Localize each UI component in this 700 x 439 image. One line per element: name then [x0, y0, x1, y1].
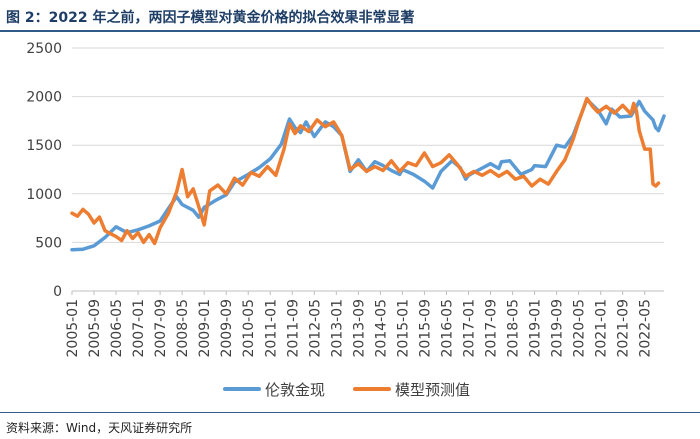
- x-tick-label: 2013-09: [351, 299, 367, 358]
- x-tick-label: 2011-09: [285, 299, 301, 358]
- x-tick-label: 2009-01: [197, 299, 213, 358]
- x-tick-label: 2007-09: [153, 299, 169, 358]
- y-tick-label: 2000: [26, 90, 62, 106]
- y-tick-label: 1000: [26, 187, 62, 203]
- y-tick-label: 500: [35, 235, 62, 251]
- x-tick-label: 2005-09: [87, 299, 103, 358]
- legend-label: 模型预测值: [395, 381, 470, 399]
- x-tick-label: 2007-01: [131, 299, 147, 358]
- gridlines: [72, 47, 664, 243]
- legend-item-2: 模型预测值: [353, 381, 470, 399]
- title-bar: 图 2：2022 年之前，两因子模型对黄金价格的拟合效果非常显著: [0, 0, 700, 32]
- x-tick-label: 2016-05: [439, 299, 455, 358]
- x-tick-label: 2005-01: [65, 299, 81, 358]
- x-tick-label: 2012-05: [307, 299, 323, 358]
- x-tick-label: 2015-01: [395, 299, 411, 358]
- x-tick-label: 2008-05: [175, 299, 191, 358]
- x-tick-label: 2022-05: [638, 299, 654, 358]
- gold-price-line-chart: 0 500 1000 1500 2000 2500 2005-01 2005-09 2006-0…: [26, 41, 666, 399]
- y-tick-label: 0: [53, 284, 62, 300]
- y-tick-label: 2500: [26, 41, 62, 57]
- y-tick-label: 1500: [26, 138, 62, 154]
- x-tick-label: 2018-05: [506, 299, 522, 358]
- x-tick-label: 2021-01: [594, 299, 610, 358]
- x-tick-label: 2006-05: [109, 299, 125, 358]
- x-tick-label: 2020-05: [572, 299, 588, 358]
- x-tick-label: 2017-09: [484, 299, 500, 358]
- x-tick-label: 2021-09: [616, 299, 632, 358]
- series-lines: [70, 96, 666, 252]
- series-line-2: [70, 96, 661, 246]
- x-tick-label: 2010-05: [241, 299, 257, 358]
- source-bar: 资料来源：Wind，天风证券研究所: [0, 412, 700, 439]
- x-tick-label: 2015-09: [417, 299, 433, 358]
- x-tick-label: 2009-09: [219, 299, 235, 358]
- axes: 0 500 1000 1500 2000 2500 2005-01 2005-09 2006-0…: [26, 41, 664, 358]
- legend-label: 伦敦金现: [265, 381, 325, 399]
- x-tick-label: 2014-05: [373, 299, 389, 358]
- x-tick-label: 2011-01: [263, 299, 279, 358]
- x-tick-label: 2019-09: [550, 299, 566, 358]
- x-tick-label: 2013-01: [329, 299, 345, 358]
- x-tick-label: 2017-01: [462, 299, 478, 358]
- x-tick-label: 2019-01: [528, 299, 544, 358]
- legend-item-1: 伦敦金现: [223, 381, 325, 399]
- legend: 伦敦金现 模型预测值: [223, 381, 470, 399]
- figure-title: 图 2：2022 年之前，两因子模型对黄金价格的拟合效果非常显著: [6, 10, 415, 26]
- source-note: 资料来源：Wind，天风证券研究所: [6, 421, 193, 435]
